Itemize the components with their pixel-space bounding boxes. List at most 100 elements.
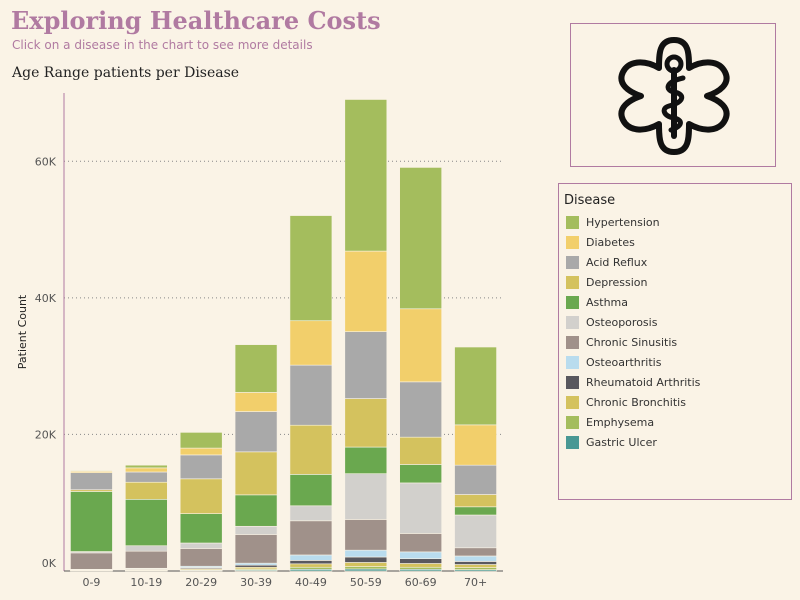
bar-segment [125, 481, 168, 500]
bar-segment [454, 547, 497, 557]
bar-segment [289, 320, 333, 366]
bar-segment [454, 567, 497, 570]
bar-segment [70, 552, 113, 570]
bar-segment [399, 308, 442, 383]
bar-segment [179, 478, 223, 514]
legend-item[interactable]: Rheumatoid Arthritis [566, 372, 700, 392]
page-title: Exploring Healthcare Costs [11, 6, 381, 35]
legend-title: Disease [564, 193, 616, 208]
bar-segment [344, 446, 388, 474]
legend-swatch [566, 395, 579, 409]
bar-segment [234, 494, 278, 527]
bar-segment [179, 548, 223, 567]
x-tick-label: 50-59 [350, 576, 382, 589]
bar-segment [179, 447, 223, 456]
legend-label: Chronic Bronchitis [586, 395, 686, 409]
bar-segment [289, 424, 333, 475]
legend-label: Emphysema [586, 415, 655, 429]
bar-segment [289, 566, 333, 570]
bar-segment [234, 344, 278, 393]
bar-segment [399, 551, 442, 560]
legend-swatch [566, 235, 579, 249]
bar-segment [399, 533, 442, 553]
bar-segment [289, 560, 333, 565]
bar-segment [125, 464, 168, 469]
legend-swatch [566, 295, 579, 309]
y-tick-label: 40K [35, 292, 57, 305]
bar-segment [125, 467, 168, 473]
bar-segment [344, 99, 388, 252]
bar-segment [399, 464, 442, 484]
bar-segment [399, 167, 442, 310]
bar-segment [234, 562, 278, 566]
legend-swatch [566, 315, 579, 329]
bar-segment [289, 505, 333, 522]
legend-label: Asthma [586, 295, 628, 309]
legend-swatch [566, 255, 579, 269]
legend-label: Chronic Sinusitis [586, 335, 678, 349]
legend-item[interactable]: Acid Reflux [566, 252, 700, 272]
x-tick-label: 40-49 [295, 576, 327, 589]
bar-segment [454, 561, 497, 565]
legend-item[interactable]: Asthma [566, 292, 700, 312]
legend-label: Depression [586, 275, 648, 289]
bar-segment [125, 498, 168, 547]
bar-segment [234, 534, 278, 564]
legend-item[interactable]: Hypertension [566, 212, 700, 232]
bar-segment [454, 424, 497, 466]
legend-swatch [566, 375, 579, 389]
bar-segment [125, 550, 168, 569]
bar-segment [344, 331, 388, 399]
bar-segment [289, 520, 333, 556]
legend-swatch [566, 335, 579, 349]
bar-segment [289, 215, 333, 322]
bar-segment [289, 554, 333, 561]
legend-item[interactable]: Emphysema [566, 412, 700, 432]
bar-segment [344, 473, 388, 520]
bar-segment [344, 519, 388, 551]
legend-item[interactable]: Chronic Bronchitis [566, 392, 700, 412]
x-tick-label: 20-29 [185, 576, 217, 589]
legend-item[interactable]: Chronic Sinusitis [566, 332, 700, 352]
bar-segment [179, 432, 223, 449]
bar-segment [399, 558, 442, 564]
legend-panel: Disease Hypertension Diabetes Acid Reflux D… [558, 183, 792, 500]
bar-segment [70, 491, 113, 552]
bar-segment [454, 514, 497, 549]
bar-segment [234, 564, 278, 568]
legend-item[interactable]: Gastric Ulcer [566, 432, 700, 452]
bar-segment [454, 464, 497, 495]
legend-label: Osteoporosis [586, 315, 658, 329]
page-subtitle: Click on a disease in the chart to see m… [12, 38, 313, 52]
x-tick-label: 70+ [464, 576, 487, 589]
bar-segment [454, 346, 497, 426]
bar-segment [454, 555, 497, 562]
bar-segment [344, 568, 388, 572]
legend-label: Rheumatoid Arthritis [586, 375, 701, 389]
x-tick-label: 60-69 [405, 576, 437, 589]
legend-item[interactable]: Osteoarthritis [566, 352, 700, 372]
bar-segment [454, 506, 497, 516]
bar-segment [399, 436, 442, 465]
legend-label: Diabetes [586, 235, 635, 249]
bar-segment [289, 474, 333, 507]
y-tick-label: 60K [35, 155, 57, 168]
bar-segment [399, 566, 442, 570]
bar-segment [125, 545, 168, 552]
bar-segment [125, 471, 168, 483]
bar-segment [179, 542, 223, 549]
bar-segment [344, 549, 388, 558]
legend-label: Osteoarthritis [586, 355, 662, 369]
bar-segment [344, 398, 388, 448]
legend-swatch [566, 415, 579, 429]
bar-segment [399, 381, 442, 438]
bar-segment [234, 392, 278, 412]
bar-segment [344, 250, 388, 332]
legend-item[interactable]: Diabetes [566, 232, 700, 252]
legend-item[interactable]: Depression [566, 272, 700, 292]
bar-segment [399, 482, 442, 534]
legend-item[interactable]: Osteoporosis [566, 312, 700, 332]
stacked-bar-chart: 0K 20K 40K 60K Patient Count 0-9 10-19 20-29 30-… [16, 93, 503, 589]
bar-segment [399, 563, 442, 568]
bar-segment [454, 494, 497, 508]
